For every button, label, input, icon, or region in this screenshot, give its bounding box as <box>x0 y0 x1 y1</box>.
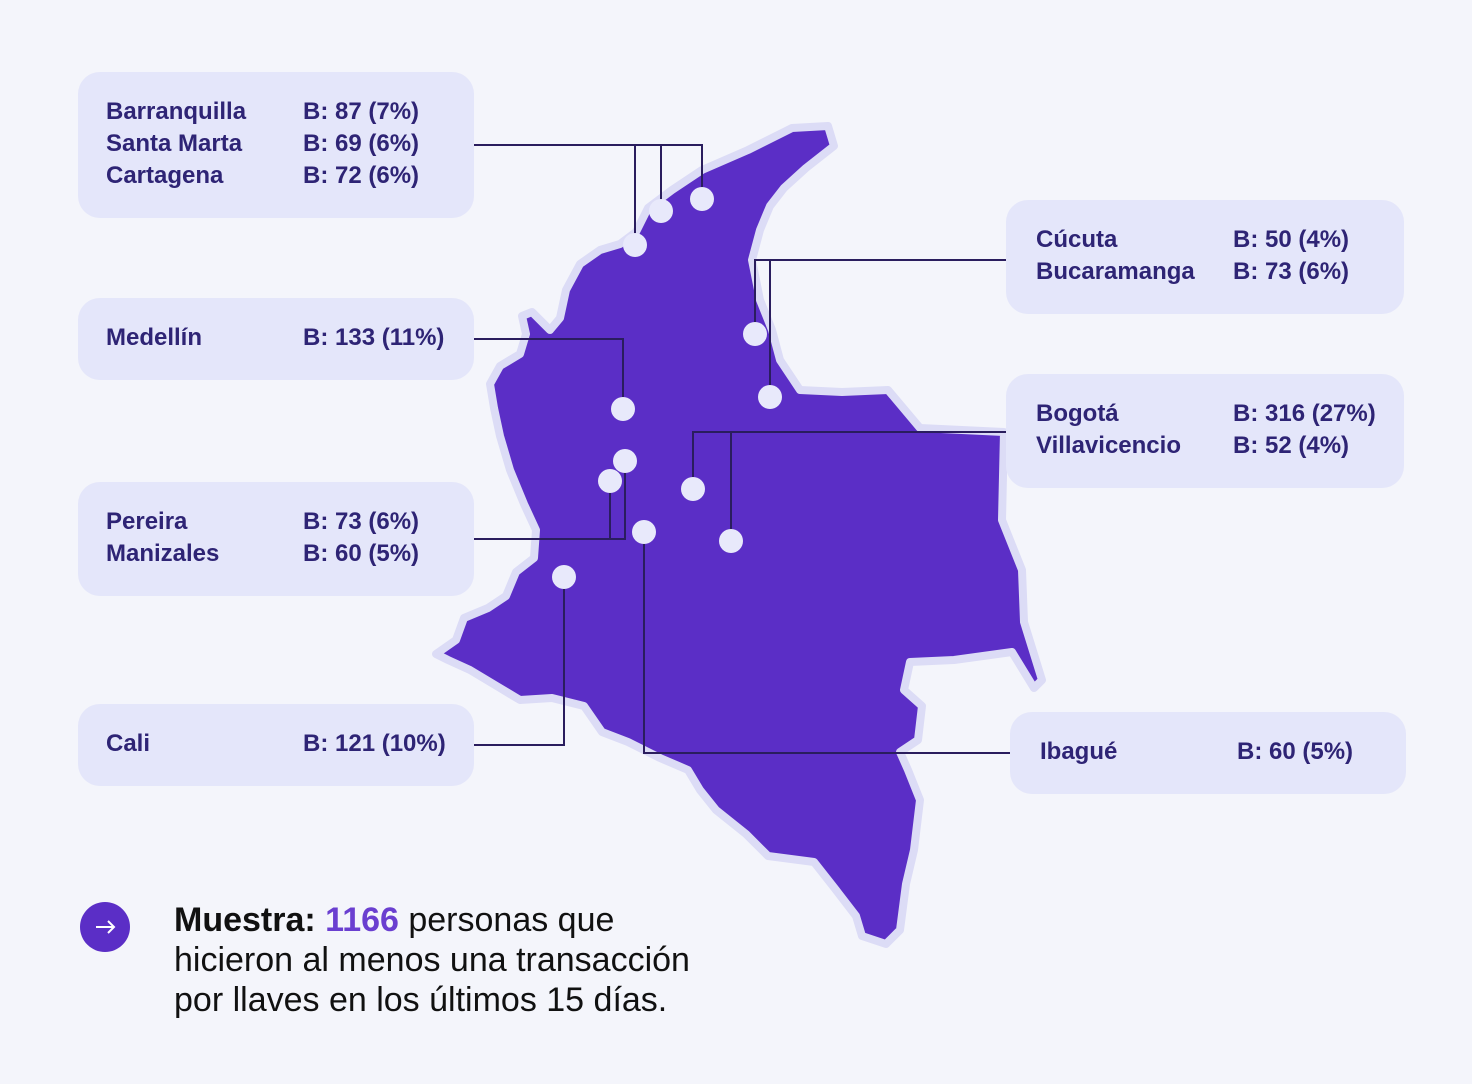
city-label-barranquilla: Barranquilla <box>106 98 247 125</box>
note-text-3: por llaves en los últimos 15 días. <box>174 981 668 1019</box>
city-label-pereira: Pereira <box>106 508 188 535</box>
value-manizales: B: 60 (5%) <box>303 540 420 567</box>
value-pereira: B: 73 (6%) <box>303 508 420 535</box>
value-cucuta: B: 50 (4%) <box>1233 226 1350 253</box>
marker-cartagena <box>623 233 647 257</box>
city-label-bucaramanga: Bucaramanga <box>1036 258 1195 285</box>
marker-ibague <box>632 520 656 544</box>
leader-lines <box>474 144 1010 754</box>
value-santa-marta: B: 69 (6%) <box>303 130 420 157</box>
marker-medellin <box>611 397 635 421</box>
city-label-bogota: Bogotá <box>1036 400 1119 427</box>
marker-cali <box>552 565 576 589</box>
city-label-cucuta: Cúcuta <box>1036 226 1118 253</box>
marker-manizales <box>613 449 637 473</box>
note-text-1: personas que <box>398 901 615 939</box>
note-number: 1166 <box>325 901 399 939</box>
marker-barranquilla <box>649 199 673 223</box>
leader-line-santanderes <box>754 259 1006 397</box>
value-ibague: B: 60 (5%) <box>1237 738 1354 765</box>
city-label-cartagena: Cartagena <box>106 162 224 189</box>
card-cali: Cali B: 121 (10%) <box>78 704 474 786</box>
value-villavicencio: B: 52 (4%) <box>1233 432 1350 459</box>
marker-bogota <box>681 477 705 501</box>
note-text-2: hicieron al menos una transacción <box>174 941 690 979</box>
value-barranquilla: B: 87 (7%) <box>303 98 420 125</box>
value-bucaramanga: B: 73 (6%) <box>1233 258 1350 285</box>
city-label-medellin: Medellín <box>106 324 203 351</box>
marker-cucuta <box>743 322 767 346</box>
leader-line-centro <box>692 431 1006 541</box>
leader-line-ibague <box>643 532 1010 754</box>
value-cali: B: 121 (10%) <box>303 730 446 757</box>
leader-line-medellin <box>474 338 624 409</box>
city-label-villavicencio: Villavicencio <box>1036 432 1181 459</box>
note-label: Muestra: <box>174 901 316 939</box>
value-medellin: B: 133 (11%) <box>303 324 445 351</box>
marker-pereira <box>598 469 622 493</box>
city-markers <box>552 187 782 589</box>
city-label-cali: Cali <box>106 730 151 757</box>
leader-line-cali <box>474 577 565 746</box>
city-label-ibague: Ibagué <box>1040 738 1118 765</box>
card-centro: Bogotá B: 316 (27%) Villavicencio B: 52 (4… <box>1006 374 1404 488</box>
marker-villavicencio <box>719 529 743 553</box>
sample-note: Muestra: 1166 personas que hicieron al m… <box>174 900 814 1020</box>
city-label-manizales: Manizales <box>106 540 220 567</box>
value-cartagena: B: 72 (6%) <box>303 162 420 189</box>
card-medellin: Medellín B: 133 (11%) <box>78 298 474 380</box>
card-caribe: Barranquilla B: 87 (7%) Santa Marta B: 69 … <box>78 72 474 218</box>
card-ibague: Ibagué B: 60 (5%) <box>1010 712 1406 794</box>
marker-bucaramanga <box>758 385 782 409</box>
arrow-glyph <box>96 920 116 934</box>
marker-santa-marta <box>690 187 714 211</box>
city-label-santa-marta: Santa Marta <box>106 130 243 157</box>
value-bogota: B: 316 (27%) <box>1233 400 1376 427</box>
card-santanderes: Cúcuta B: 50 (4%) Bucaramanga B: 73 (6%) <box>1006 200 1404 314</box>
arrow-right-icon <box>80 902 130 952</box>
card-eje-cafetero: Pereira B: 73 (6%) Manizales B: 60 (5%) <box>78 482 474 596</box>
